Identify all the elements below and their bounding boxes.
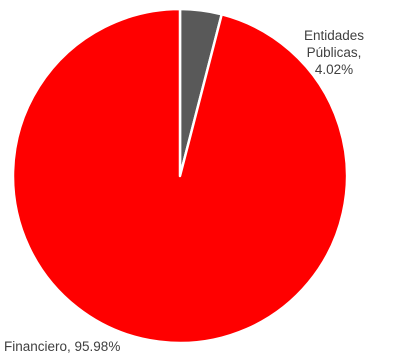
slice-label-entidades-publicas: Entidades Públicas, 4.02% — [304, 27, 364, 78]
slice-label-line: Financiero, 95.98% — [4, 339, 121, 354]
slice-label-line: Públicas, — [306, 45, 362, 60]
slice-label-line: 4.02% — [314, 62, 354, 77]
pie-slice-financiero — [11, 7, 349, 345]
slice-label-financiero: Financiero, 95.98% — [4, 338, 120, 355]
slice-label-line: Entidades — [303, 28, 365, 43]
